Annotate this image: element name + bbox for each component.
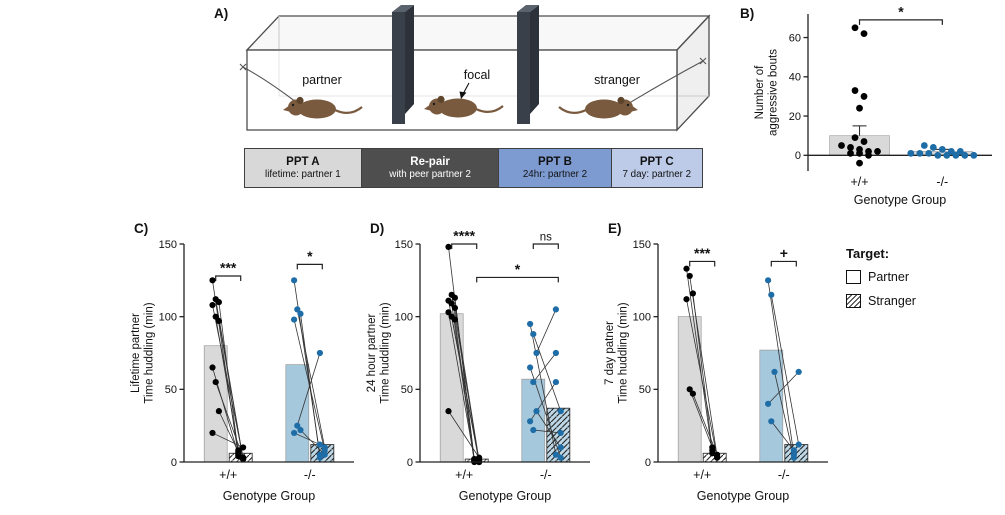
- timeline-segment-subtitle: with peer partner 2: [389, 169, 471, 181]
- svg-text:0: 0: [407, 457, 413, 469]
- svg-text:150: 150: [159, 239, 177, 251]
- timeline-segment-subtitle: 7 day: partner 2: [622, 169, 692, 181]
- svg-text:Genotype Group: Genotype Group: [697, 489, 789, 503]
- chamber-label-focal: focal: [464, 68, 490, 82]
- timeline-segment-subtitle: 24hr: partner 2: [522, 169, 588, 181]
- svg-text:*: *: [898, 3, 904, 19]
- apparatus-diagram: partner focal stranger: [239, 5, 711, 132]
- timeline-segment-title: PPT B: [538, 155, 572, 168]
- tether-left: [239, 63, 297, 103]
- svg-text:40: 40: [789, 72, 801, 84]
- aggressive-bouts-chart: * 0 20 40 60 Number of aggressive bouts +/+ -/- G…: [754, 3, 992, 207]
- svg-text:*: *: [515, 261, 521, 277]
- focal-arrow: [459, 82, 470, 99]
- svg-text:*: *: [307, 248, 313, 264]
- svg-text:+/+: +/+: [693, 468, 711, 482]
- svg-text:+/+: +/+: [219, 468, 237, 482]
- svg-text:150: 150: [633, 239, 651, 251]
- panel-label-c: C): [134, 221, 149, 236]
- svg-text:Time huddling (min): Time huddling (min): [380, 302, 392, 403]
- open-swatch-icon: [846, 270, 861, 284]
- timeline-segment-2: Re-pair with peer partner 2: [360, 148, 500, 188]
- tether-right: [625, 57, 707, 106]
- svg-text:150: 150: [395, 239, 413, 251]
- legend-item-stranger: Stranger: [846, 294, 916, 308]
- svg-text:100: 100: [633, 311, 651, 323]
- svg-text:aggressive bouts: aggressive bouts: [768, 49, 780, 136]
- svg-text:100: 100: [159, 311, 177, 323]
- timeline-segment-title: PPT A: [286, 155, 320, 168]
- svg-text:***: ***: [220, 259, 237, 275]
- chamber-label-stranger: stranger: [594, 73, 640, 87]
- timeline-segment-title: Re-pair: [410, 155, 450, 168]
- hatched-swatch-icon: [846, 294, 861, 308]
- timeline-segment-3: PPT B 24hr: partner 2: [498, 148, 612, 188]
- svg-text:100: 100: [395, 311, 413, 323]
- panel-label-a: A): [214, 6, 229, 21]
- divider-panel-2: [517, 5, 539, 124]
- svg-text:60: 60: [789, 32, 801, 44]
- legend-title: Target:: [846, 246, 890, 261]
- timeline-segment-subtitle: lifetime: partner 1: [265, 169, 341, 181]
- svg-text:0: 0: [795, 150, 801, 162]
- svg-text:ns: ns: [540, 232, 552, 244]
- 7day-partner-huddling-chart: *** +0 50 100 150 7 day patner Time huddling (…: [604, 239, 828, 503]
- target-legend: Target: Partner Stranger: [846, 246, 916, 318]
- svg-text:20: 20: [789, 111, 801, 123]
- chamber-label-partner: partner: [302, 73, 342, 87]
- 24hr-partner-huddling-chart: **** ns * 0 50 100 150 24 hour partner Time hudd…: [366, 228, 590, 503]
- svg-text:-/-: -/-: [936, 175, 948, 189]
- svg-text:Number of: Number of: [754, 65, 766, 119]
- panel-label-e: E): [608, 221, 622, 236]
- divider-panel-1: [392, 5, 414, 124]
- svg-text:7 day patner: 7 day patner: [604, 321, 616, 385]
- svg-text:-/-: -/-: [540, 468, 552, 482]
- svg-text:Time huddling (min): Time huddling (min): [618, 302, 630, 403]
- legend-item-partner: Partner: [846, 270, 916, 284]
- svg-text:-/-: -/-: [778, 468, 790, 482]
- svg-text:****: ****: [453, 228, 475, 244]
- svg-text:0: 0: [171, 457, 177, 469]
- legend-items: Partner Stranger: [846, 270, 916, 308]
- svg-text:50: 50: [165, 384, 177, 396]
- svg-text:Time huddling (min): Time huddling (min): [144, 302, 156, 403]
- timeline-segment-title: PPT C: [639, 155, 674, 168]
- svg-text:Genotype Group: Genotype Group: [459, 489, 551, 503]
- svg-text:Lifetime partner: Lifetime partner: [130, 313, 142, 393]
- panel-label-d: D): [370, 221, 385, 236]
- svg-text:***: ***: [694, 245, 711, 261]
- svg-text:-/-: -/-: [304, 468, 316, 482]
- svg-text:Genotype Group: Genotype Group: [223, 489, 315, 503]
- legend-item-label: Stranger: [868, 294, 916, 308]
- svg-text:24 hour partner: 24 hour partner: [366, 314, 378, 393]
- svg-text:50: 50: [401, 384, 413, 396]
- svg-text:+/+: +/+: [850, 175, 868, 189]
- panel-label-b: B): [740, 6, 755, 21]
- legend-item-label: Partner: [868, 270, 909, 284]
- svg-text:0: 0: [645, 457, 651, 469]
- svg-text:+/+: +/+: [455, 468, 473, 482]
- svg-text:+: +: [780, 245, 788, 261]
- svg-text:Genotype Group: Genotype Group: [854, 193, 946, 207]
- svg-text:50: 50: [639, 384, 651, 396]
